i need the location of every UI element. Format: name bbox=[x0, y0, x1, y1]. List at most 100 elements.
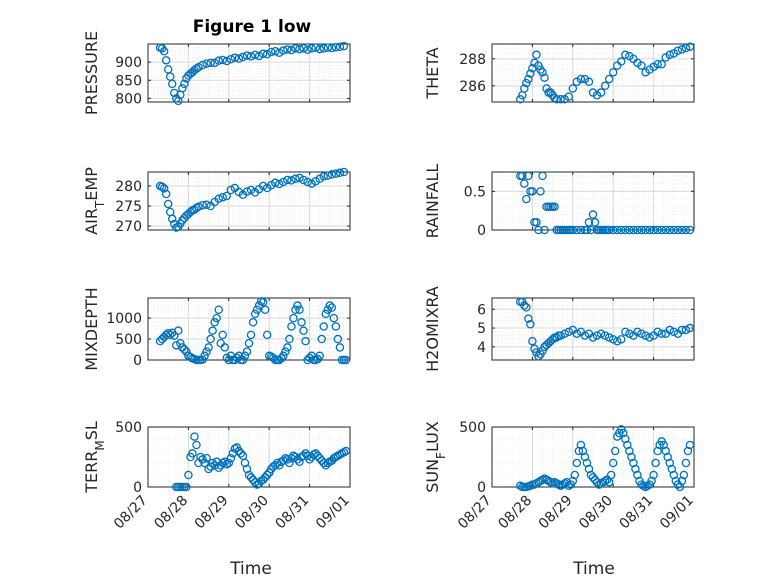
data-point bbox=[677, 45, 687, 54]
data-point bbox=[590, 218, 600, 227]
x-tick-label: 08/31 bbox=[617, 493, 657, 533]
data-point bbox=[588, 210, 598, 219]
data-point bbox=[651, 458, 660, 468]
data-point bbox=[621, 50, 630, 60]
axes-box bbox=[147, 297, 351, 361]
data-point bbox=[325, 301, 335, 310]
data-point bbox=[552, 95, 561, 104]
data-point bbox=[526, 320, 535, 329]
data-point bbox=[570, 470, 580, 480]
data-point bbox=[295, 305, 304, 314]
y-tick-label: 5 bbox=[477, 321, 486, 337]
data-point bbox=[307, 44, 316, 53]
data-point bbox=[534, 225, 543, 235]
data-point bbox=[685, 323, 695, 333]
data-point bbox=[161, 189, 171, 199]
data-point bbox=[315, 351, 324, 361]
data-point bbox=[592, 331, 602, 340]
data-point bbox=[218, 192, 227, 202]
y-tick-label: 0 bbox=[133, 480, 142, 496]
data-point bbox=[331, 43, 341, 52]
y-tick-label: 900 bbox=[115, 55, 142, 71]
y-tick-label: 850 bbox=[115, 73, 142, 89]
data-point bbox=[170, 88, 179, 98]
data-point bbox=[194, 62, 203, 72]
data-point bbox=[522, 78, 531, 88]
data-point bbox=[657, 59, 666, 69]
data-point bbox=[295, 457, 304, 467]
data-point bbox=[204, 343, 213, 352]
y-tick-label: 0 bbox=[477, 223, 486, 239]
data-point bbox=[528, 187, 537, 196]
data-point bbox=[299, 44, 308, 53]
data-point bbox=[287, 45, 296, 55]
data-point bbox=[649, 225, 658, 235]
data-point bbox=[258, 297, 268, 307]
axes-box bbox=[491, 43, 695, 103]
data-point bbox=[524, 314, 533, 323]
y-axis-label: SUNFLUX bbox=[423, 421, 448, 493]
y-tick-label: 4 bbox=[477, 340, 486, 356]
data-point bbox=[319, 44, 328, 53]
data-point bbox=[212, 313, 221, 323]
data-point bbox=[230, 53, 240, 63]
data-point bbox=[283, 45, 292, 54]
data-point bbox=[582, 225, 592, 235]
data-point bbox=[669, 225, 679, 235]
data-point bbox=[681, 458, 691, 468]
data-point bbox=[250, 50, 260, 60]
x-tick-label: 09/01 bbox=[657, 493, 697, 533]
data-point bbox=[323, 43, 333, 52]
data-point bbox=[299, 175, 308, 185]
data-point bbox=[299, 451, 308, 461]
y-tick-label: 288 bbox=[459, 52, 486, 68]
data-point bbox=[287, 176, 296, 185]
data-point bbox=[536, 187, 545, 196]
data-point bbox=[234, 54, 244, 63]
data-point bbox=[572, 225, 582, 235]
data-point bbox=[218, 330, 227, 340]
data-point bbox=[299, 326, 308, 335]
data-point bbox=[281, 347, 290, 356]
data-point bbox=[522, 303, 531, 312]
subplot-rainfall: 0 0.5 RAINFALL bbox=[423, 164, 695, 239]
data-point bbox=[633, 327, 642, 337]
data-point bbox=[301, 336, 310, 346]
data-point bbox=[534, 61, 543, 70]
data-point bbox=[178, 83, 187, 93]
data-point bbox=[550, 202, 559, 212]
data-point bbox=[568, 225, 578, 235]
data-point bbox=[552, 333, 561, 342]
data-point bbox=[641, 331, 650, 340]
data-point bbox=[327, 303, 337, 312]
y-tick-label: 500 bbox=[459, 420, 486, 436]
data-point bbox=[210, 58, 219, 68]
axes-box bbox=[491, 426, 695, 488]
data-point bbox=[679, 470, 689, 480]
y-axis-label-subscript: F bbox=[434, 452, 448, 459]
y-axis-label: TERRMSL bbox=[82, 421, 107, 494]
data-point bbox=[665, 225, 675, 235]
figure-title: Figure 1 low bbox=[193, 17, 312, 37]
data-point bbox=[532, 218, 541, 227]
data-point bbox=[293, 301, 302, 310]
data-point bbox=[335, 343, 345, 352]
data-point bbox=[220, 457, 230, 467]
data-point bbox=[673, 225, 683, 235]
y-axis-label: H2OMIXRA bbox=[423, 286, 442, 372]
data-point bbox=[214, 305, 223, 314]
data-point bbox=[248, 318, 258, 327]
data-point bbox=[604, 74, 614, 84]
data-point bbox=[319, 322, 328, 331]
data-point bbox=[580, 331, 590, 340]
axes-box bbox=[147, 426, 351, 488]
axes-box bbox=[147, 43, 351, 103]
data-point bbox=[226, 185, 236, 195]
data-point bbox=[242, 187, 252, 196]
data-point bbox=[196, 452, 205, 462]
data-point bbox=[576, 74, 586, 84]
data-point bbox=[244, 338, 254, 348]
data-point bbox=[262, 470, 272, 480]
data-point bbox=[210, 318, 219, 327]
data-point bbox=[653, 327, 662, 337]
